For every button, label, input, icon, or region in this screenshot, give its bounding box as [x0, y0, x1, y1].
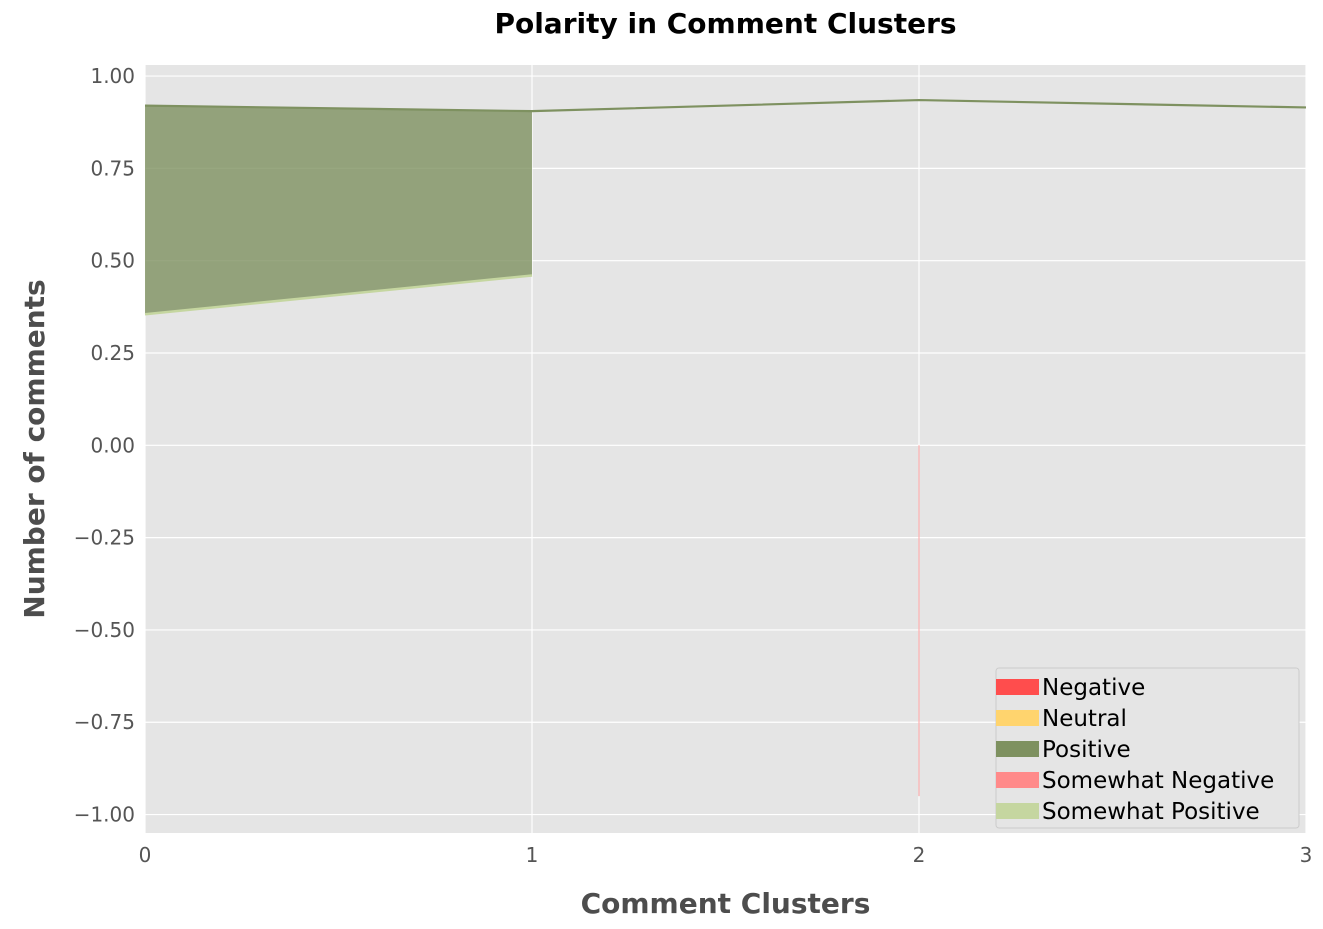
y-tick-label: −0.50: [74, 618, 135, 642]
legend-label: Positive: [1042, 737, 1131, 763]
x-tick-label: 0: [139, 843, 152, 867]
x-tick-label: 1: [526, 843, 539, 867]
legend-swatch: [996, 679, 1039, 695]
x-tick-label: 2: [913, 843, 926, 867]
legend-label: Somewhat Positive: [1042, 799, 1260, 825]
area-fills: [145, 105, 532, 315]
y-axis-label: Number of comments: [18, 279, 51, 618]
y-tick-label: −1.00: [74, 803, 135, 827]
somewhat-positive-line: [144, 274, 533, 316]
legend-label: Negative: [1042, 675, 1145, 701]
x-tick-labels: 0 1 2 3: [139, 843, 1313, 867]
x-axis-label: Comment Clusters: [581, 887, 871, 920]
y-tick-label: 0.00: [90, 433, 135, 457]
legend-swatch: [996, 710, 1039, 726]
legend-label: Somewhat Negative: [1042, 768, 1274, 794]
y-tick-label: 0.50: [90, 249, 135, 273]
legend-swatch: [996, 741, 1039, 757]
y-tick-label: −0.75: [74, 710, 135, 734]
y-tick-labels: 1.00 0.75 0.50 0.25 0.00 −0.25 −0.50 −0.75 −1.00: [74, 64, 135, 826]
positive-line: [144, 98, 1307, 113]
series-lines: [144, 98, 1307, 797]
x-tick-label: 3: [1300, 843, 1313, 867]
legend: Negative Neutral Positive Somewhat Negative…: [995, 667, 1300, 829]
y-tick-label: 0.75: [90, 156, 135, 180]
legend-swatch: [996, 803, 1039, 819]
y-tick-label: −0.25: [74, 526, 135, 550]
legend-swatch: [996, 772, 1039, 788]
y-tick-label: 0.25: [90, 341, 135, 365]
legend-label: Neutral: [1042, 706, 1127, 732]
y-tick-label: 1.00: [90, 64, 135, 88]
chart-title: Polarity in Comment Clusters: [494, 7, 956, 40]
positive-area: [145, 105, 532, 315]
